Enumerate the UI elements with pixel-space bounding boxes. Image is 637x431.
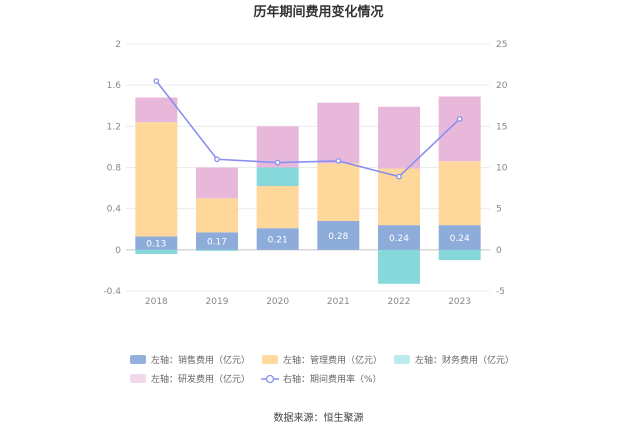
legend-swatch: [130, 374, 146, 383]
bar-segment: [256, 167, 299, 187]
bar-segment: [438, 225, 481, 250]
bar-segment: [196, 198, 238, 233]
bar-segment: [135, 236, 178, 250]
bar-segment: [317, 163, 360, 222]
rate-point: [153, 78, 160, 84]
bar-segment: [378, 225, 420, 250]
data-labels: 0.13 0.17 0.21 0.28 0.24 0.24: [146, 232, 470, 250]
bar-data-label: 0.28: [328, 232, 348, 242]
bar-segment: [135, 122, 178, 237]
bar-segment: [317, 221, 360, 250]
bar-segment: [378, 249, 420, 284]
rate-point: [335, 158, 342, 164]
x-axis-tick-label: 2020: [266, 297, 289, 307]
source-note: 数据来源：恒生聚源: [274, 411, 364, 424]
right-axis-tick-label: 25: [496, 40, 507, 50]
bar-data-label: 0.24: [389, 234, 409, 244]
x-axis-tick-label: 2018: [145, 297, 168, 307]
legend-swatch: [394, 355, 410, 364]
x-axis-tick-label: 2022: [388, 297, 411, 307]
bar-segment: [438, 249, 481, 261]
gridlines: [126, 43, 490, 292]
bar-data-label: 0.24: [450, 234, 470, 244]
right-axis-tick-label: 20: [496, 81, 508, 91]
left-axis: -0.4 0 0.4 0.8 1.2 1.6 2: [103, 40, 121, 297]
chart-title: 历年期间费用变化情况: [253, 4, 383, 20]
right-axis: -5 0 5 10 15 20 25: [496, 40, 508, 297]
legend-label: 左轴：财务费用（亿元）: [415, 354, 514, 366]
right-axis-tick-label: 0: [496, 246, 502, 256]
bar-segment: [196, 232, 238, 250]
bar-data-label: 0.21: [268, 236, 288, 246]
bar-segment: [438, 96, 481, 162]
left-axis-tick-label: 0: [115, 246, 121, 256]
legend-marker: [265, 374, 275, 384]
bar-segment: [135, 249, 178, 254]
bar-segment: [317, 102, 360, 164]
left-axis-tick-label: 2: [115, 40, 121, 50]
legend-label: 左轴：销售费用（亿元）: [151, 354, 250, 366]
bar-segment: [378, 106, 420, 169]
bar-data-label: 0.17: [207, 238, 227, 248]
legend-swatch: [262, 355, 278, 364]
right-axis-tick-label: 15: [496, 122, 507, 132]
bar-segment: [196, 167, 238, 199]
right-axis-tick-label: 5: [496, 205, 502, 215]
rate-point: [274, 159, 281, 166]
x-axis-tick-label: 2019: [206, 297, 229, 307]
legend-swatch: [130, 355, 146, 364]
right-axis-tick-label: -5: [496, 287, 505, 297]
bar-segment: [196, 249, 238, 251]
rate-point: [396, 173, 402, 180]
left-axis-tick-label: 0.8: [107, 164, 122, 174]
bar-segment: [438, 161, 481, 226]
legend-label: 左轴：管理费用（亿元）: [283, 354, 382, 366]
bar-data-label: 0.13: [146, 240, 166, 250]
legend-label: 右轴：期间费用率（%）: [283, 373, 382, 385]
right-axis-tick-label: 10: [496, 164, 508, 174]
left-axis-tick-label: -0.4: [103, 287, 121, 297]
left-axis-tick-label: 1.2: [107, 122, 121, 132]
rate-point: [214, 156, 220, 163]
bar-segment: [256, 228, 299, 250]
rate-line: [155, 80, 461, 178]
left-axis-tick-label: 1.6: [107, 81, 122, 91]
x-axis: 2018 2019 2020 2021 2022 2023: [145, 297, 471, 307]
bar-segment: [256, 186, 299, 229]
x-axis-tick-label: 2021: [327, 297, 350, 307]
bar-series: [135, 96, 481, 284]
rate-point: [456, 116, 463, 122]
left-axis-tick-label: 0.4: [107, 205, 122, 215]
legend: 左轴：销售费用（亿元） 左轴：管理费用（亿元） 左轴：财务费用（亿元） 左轴：研发费用…: [130, 354, 514, 385]
legend-label: 左轴：研发费用（亿元）: [151, 373, 250, 385]
bar-segment: [135, 97, 178, 123]
x-axis-tick-label: 2023: [448, 297, 471, 307]
rate-line-series: [153, 78, 463, 180]
